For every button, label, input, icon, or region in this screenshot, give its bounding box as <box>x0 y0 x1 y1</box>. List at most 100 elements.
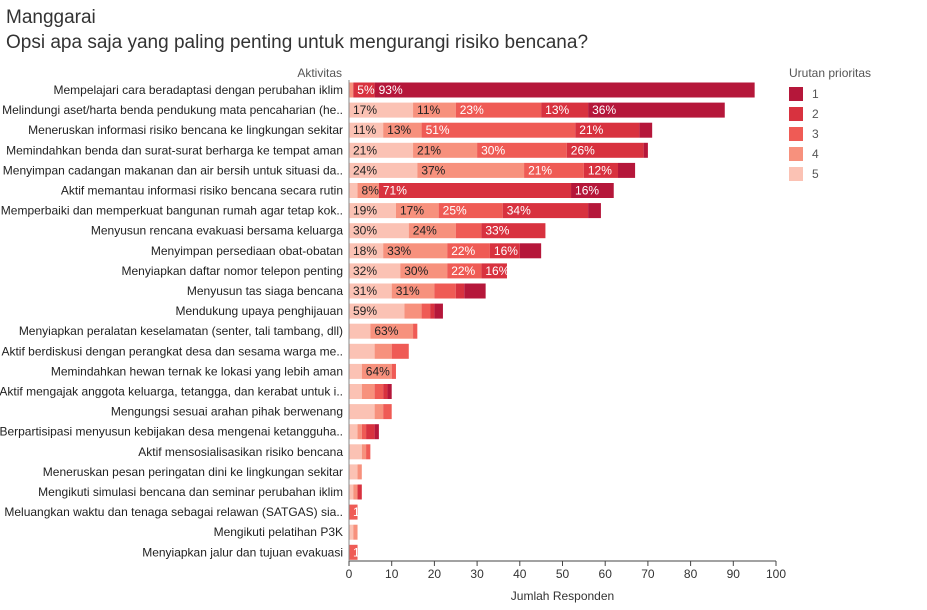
row-label: Aktif berdiskusi dengan perangkat desa d… <box>1 344 343 358</box>
bar-segment-priority-4 <box>391 283 435 299</box>
legend-label: 3 <box>812 127 819 141</box>
data-label: 33% <box>387 244 411 258</box>
data-label: 30% <box>353 224 377 238</box>
x-tick-label: 10 <box>385 567 399 581</box>
row-label: Mengikuti simulasi bencana dan seminar p… <box>38 485 343 499</box>
legend-label: 4 <box>812 147 819 161</box>
data-label: 21% <box>417 143 441 157</box>
bar-segment-priority-4 <box>417 162 525 178</box>
bar-segment-priority-4 <box>374 343 392 359</box>
bar-segment-priority-5 <box>349 122 384 138</box>
bar-segment-priority-1 <box>519 243 542 259</box>
data-label: 11% <box>353 123 376 137</box>
chart-title: Manggarai <box>6 7 96 28</box>
x-tick-label: 70 <box>641 567 655 581</box>
bar-segment-priority-5 <box>349 464 358 480</box>
data-label: 31% <box>353 284 377 298</box>
x-axis-label: Jumlah Responden <box>511 589 614 603</box>
bar-segment-priority-1 <box>618 162 636 178</box>
legend-item-2[interactable]: 2 <box>789 104 871 124</box>
bar-segment-priority-1 <box>639 122 653 138</box>
bar-segment-priority-5 <box>349 404 375 420</box>
bar-segment-priority-4 <box>357 424 362 440</box>
legend-item-5[interactable]: 5 <box>789 164 871 184</box>
bar-segment-priority-3 <box>434 283 456 299</box>
bar-segment-priority-2 <box>378 183 572 198</box>
bar-segment-priority-5 <box>349 223 409 239</box>
bar-segment-priority-5 <box>349 484 354 500</box>
bar-segment-priority-5 <box>349 203 396 219</box>
legend-label: 1 <box>812 87 819 101</box>
legend-item-1[interactable]: 1 <box>789 84 871 104</box>
row-label: Memindahkan hewan ternak ke lokasi yang … <box>51 364 343 378</box>
row-label: Memindahkan benda dan surat-surat berhar… <box>6 143 343 157</box>
data-label: 30% <box>404 264 428 278</box>
data-label: 23% <box>460 103 484 117</box>
data-label: 17% <box>353 103 377 117</box>
bar-segment-priority-3 <box>524 162 584 178</box>
row-label: Berpartisipasi menyusun kebijakan desa m… <box>0 425 343 439</box>
bar-segment-priority-5 <box>349 142 414 158</box>
bar-segment-priority-2 <box>502 203 589 219</box>
data-label: 21% <box>579 123 603 137</box>
bar-segment-priority-4 <box>353 484 358 500</box>
data-label: 11% <box>417 103 440 117</box>
row-label: Menyusun rencana evakuasi bersama keluar… <box>91 224 343 238</box>
bar-segment-priority-5 <box>349 384 362 399</box>
bar-segment-priority-3 <box>349 544 358 560</box>
bar-segment-priority-3 <box>413 323 418 339</box>
bar-segment-priority-5 <box>349 162 418 178</box>
bar-segment-priority-2 <box>481 263 507 279</box>
bar-segment-priority-1 <box>374 82 755 98</box>
bar-segment-priority-4 <box>383 122 422 138</box>
x-tick-label: 90 <box>727 567 741 581</box>
bar-segment-priority-3 <box>421 303 431 319</box>
bar-segment-priority-5 <box>349 263 401 279</box>
data-label: 33% <box>485 224 509 238</box>
bar-segment-priority-1 <box>643 142 648 158</box>
data-label: 34% <box>507 204 531 218</box>
legend-item-3[interactable]: 3 <box>789 124 871 144</box>
bar-segment-priority-4 <box>357 183 379 198</box>
data-label: 12% <box>588 163 612 177</box>
x-tick-label: 50 <box>556 567 570 581</box>
legend-item-4[interactable]: 4 <box>789 144 871 164</box>
bar-segment-priority-2 <box>575 122 640 138</box>
row-label: Menyiapkan peralatan keselamatan (senter… <box>19 324 343 338</box>
bar-segment-priority-5 <box>349 243 384 259</box>
bar-segment-priority-3 <box>391 363 396 379</box>
legend-title: Urutan prioritas <box>789 66 872 80</box>
chart-subtitle: Opsi apa saja yang paling penting untuk … <box>6 32 589 53</box>
data-label: 24% <box>353 163 377 177</box>
data-label: 16% <box>494 244 518 258</box>
data-label: 63% <box>374 324 398 338</box>
x-tick-label: 60 <box>599 567 613 581</box>
bar-segment-priority-2 <box>383 384 388 399</box>
row-label: Meluangkan waktu dan tenaga sebagai rela… <box>4 505 343 519</box>
bar-segment-priority-3 <box>361 424 367 440</box>
data-label: 36% <box>592 103 616 117</box>
bar-segment-priority-4 <box>413 102 456 118</box>
bar-segment-priority-5 <box>349 444 362 460</box>
bar-segment-priority-5 <box>349 303 405 319</box>
legend-swatch <box>789 167 803 181</box>
row-label: Mengikuti pelatihan P3K <box>214 525 343 539</box>
data-label: 16% <box>575 184 599 198</box>
bar-segment-priority-5 <box>349 283 392 299</box>
bar-segment-priority-1 <box>588 203 601 219</box>
legend-swatch <box>789 107 803 121</box>
data-label: 24% <box>413 224 437 238</box>
bar-segment-priority-4 <box>400 263 448 279</box>
data-label: 25% <box>443 204 467 218</box>
bar-segment-priority-1 <box>571 183 614 198</box>
legend-label: 5 <box>812 167 819 181</box>
bar-segment-priority-2 <box>566 142 644 158</box>
bar-segment-priority-5 <box>349 102 414 118</box>
bar-segment-priority-3 <box>383 404 392 420</box>
bar-segment-priority-2 <box>489 243 520 259</box>
bar-segment-priority-1 <box>588 102 725 118</box>
data-label: 71% <box>383 184 407 198</box>
data-label: 18% <box>353 244 377 258</box>
legend: Urutan prioritas 1 2 3 4 5 <box>789 66 871 184</box>
